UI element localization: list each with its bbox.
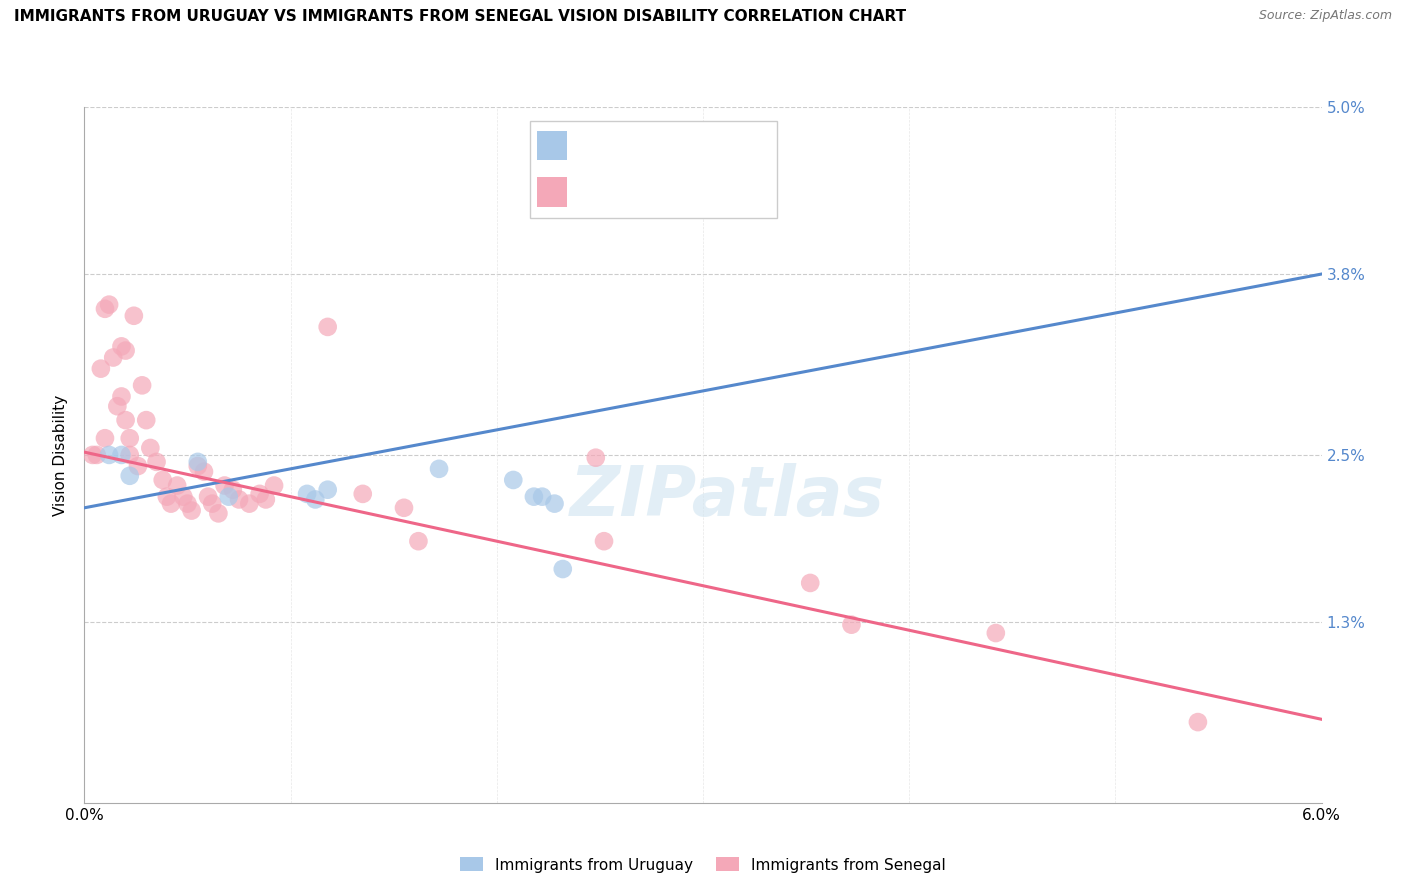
Point (114, 343, 136, 358)
Legend: Immigrants from Uruguay, Immigrants from Senegal: Immigrants from Uruguay, Immigrants from… (454, 851, 952, 879)
Point (98, 298, 121, 312)
Text: IMMIGRANTS FROM URUGUAY VS IMMIGRANTS FROM SENEGAL VISION DISABILITY CORRELATION: IMMIGRANTS FROM URUGUAY VS IMMIGRANTS FR… (14, 9, 907, 24)
Point (238, 497, 260, 511)
Point (392, 500, 415, 515)
Point (531, 490, 554, 504)
Point (131, 378, 153, 392)
Point (551, 562, 574, 576)
Point (94, 431, 117, 445)
Point (122, 309, 145, 323)
Y-axis label: Vision Disability: Vision Disability (53, 394, 69, 516)
Point (316, 319, 339, 334)
Point (187, 458, 209, 473)
Point (110, 389, 132, 403)
Point (316, 483, 339, 497)
Point (139, 441, 162, 455)
Point (1187, 715, 1209, 730)
Point (222, 483, 245, 497)
Point (160, 497, 183, 511)
Point (352, 487, 374, 501)
Point (295, 487, 318, 501)
Point (593, 534, 616, 549)
Point (218, 490, 240, 504)
Point (127, 458, 149, 473)
Point (585, 450, 607, 465)
Point (90, 361, 112, 376)
Point (86, 448, 108, 462)
Point (152, 473, 174, 487)
Point (207, 507, 229, 521)
Point (249, 487, 271, 501)
Point (110, 339, 132, 353)
Point (180, 503, 202, 517)
Text: ZIPatlas: ZIPatlas (571, 463, 886, 530)
Point (197, 490, 219, 504)
Point (166, 478, 188, 492)
Point (172, 490, 194, 504)
Point (98, 448, 121, 462)
Point (118, 431, 141, 445)
Point (841, 617, 863, 632)
Point (593, 190, 616, 204)
Point (408, 534, 430, 549)
Point (304, 492, 326, 507)
Point (105, 399, 128, 413)
Point (118, 448, 141, 462)
Point (263, 478, 285, 492)
Point (110, 448, 132, 462)
Point (135, 413, 157, 427)
Point (502, 473, 524, 487)
Point (145, 455, 167, 469)
Point (156, 490, 179, 504)
Point (103, 351, 125, 365)
Point (193, 465, 215, 479)
Point (82, 448, 104, 462)
Point (176, 497, 198, 511)
Point (543, 497, 565, 511)
Point (523, 490, 546, 504)
Point (254, 492, 277, 507)
Point (214, 478, 236, 492)
Point (118, 468, 141, 483)
Point (187, 455, 209, 469)
Text: Source: ZipAtlas.com: Source: ZipAtlas.com (1258, 9, 1392, 22)
Point (114, 413, 136, 427)
Point (984, 626, 1007, 640)
Point (799, 576, 821, 591)
Point (201, 497, 224, 511)
Point (94, 301, 117, 316)
Point (427, 462, 450, 476)
Point (228, 492, 250, 507)
